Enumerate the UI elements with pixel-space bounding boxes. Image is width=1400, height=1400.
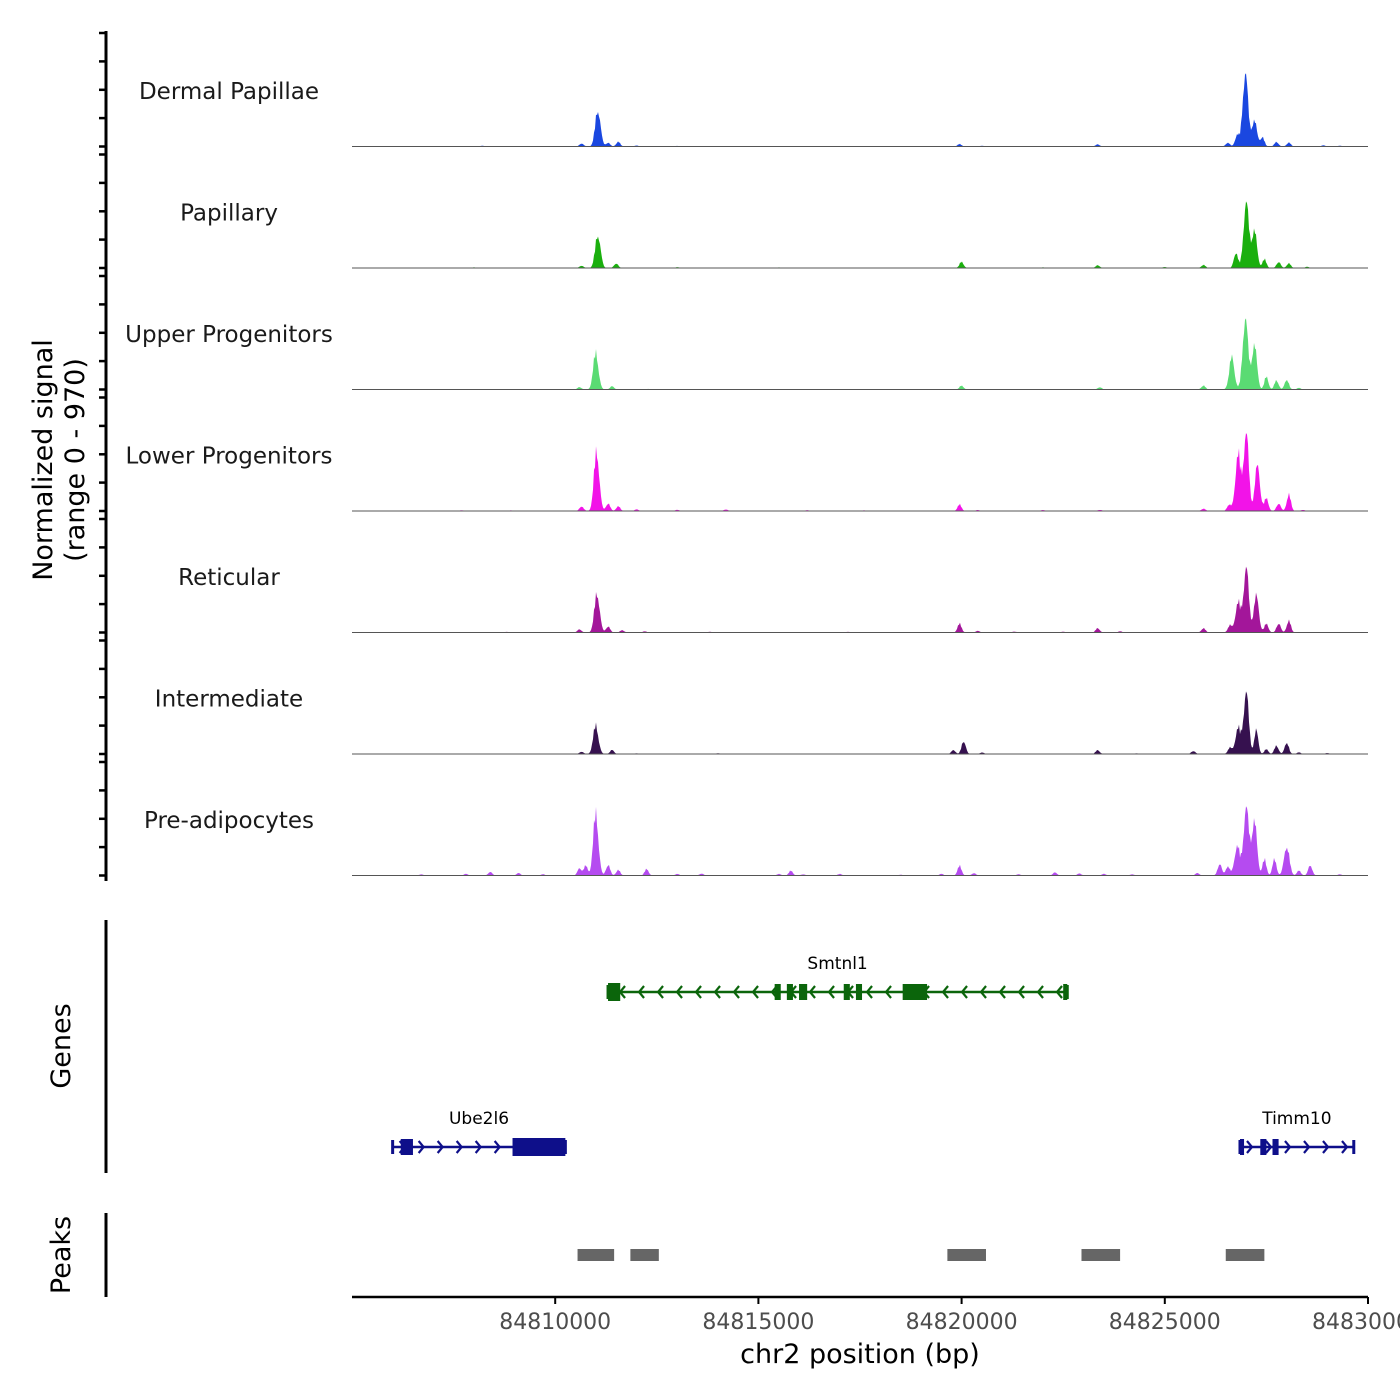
gene-exon (512, 1138, 566, 1156)
gene-exon (799, 984, 808, 1000)
gene-annotations: Smtnl1 Ube2l6 Timm10 (391, 954, 1356, 1156)
strand-chevron (694, 985, 702, 999)
track-label: Papillary (180, 201, 278, 227)
strand-chevron (1322, 1140, 1330, 1154)
gene-exon (843, 984, 850, 1000)
x-tick-label: 84815000 (702, 1310, 814, 1335)
strand-chevron (979, 985, 987, 999)
strand-chevron (1284, 1140, 1292, 1154)
x-axis-ticks: 84810000 84815000 84820000 84825000 84830000 (499, 1297, 1400, 1335)
coverage-area (352, 691, 1368, 754)
track-label: Pre-adipocytes (144, 808, 314, 834)
gene-exon (1239, 1139, 1245, 1155)
strand-chevron (675, 985, 683, 999)
track-label: Lower Progenitors (126, 444, 333, 470)
strand-chevron (637, 985, 645, 999)
gene-exon (902, 984, 928, 1000)
strand-chevron (751, 985, 759, 999)
y-axis-ticks (99, 31, 106, 877)
peak-region-bar (1225, 1249, 1265, 1261)
strand-chevron (732, 985, 740, 999)
strand-chevron (865, 985, 873, 999)
peak-regions (577, 1249, 1265, 1261)
gene-name-label: Smtnl1 (807, 954, 867, 974)
strand-chevron (808, 985, 816, 999)
x-tick-label: 84820000 (906, 1310, 1018, 1335)
x-tick-label: 84830000 (1312, 1310, 1400, 1335)
x-tick-label: 84810000 (499, 1310, 611, 1335)
gene-exon (608, 983, 621, 1001)
track-label: Upper Progenitors (125, 322, 333, 348)
strand-chevron (1341, 1140, 1349, 1154)
strand-chevron (884, 985, 892, 999)
gene-exon (1272, 1139, 1279, 1155)
gene-exon (855, 984, 863, 1000)
strand-chevron (1036, 985, 1044, 999)
strand-chevron (493, 1140, 502, 1154)
peak-region-bar (630, 1249, 659, 1261)
x-axis-label: chr2 position (bp) (740, 1339, 980, 1370)
track-label: Dermal Papillae (139, 79, 319, 105)
gene-exon (774, 984, 781, 1000)
gene-name-label: Timm10 (1261, 1109, 1331, 1129)
coverage-area (352, 566, 1368, 633)
gene-exon (1260, 1139, 1267, 1155)
strand-chevron (436, 1140, 445, 1154)
track-label: Intermediate (155, 687, 303, 713)
strand-chevron (1246, 1140, 1254, 1154)
strand-chevron (417, 1140, 426, 1154)
strand-chevron (656, 985, 664, 999)
strand-chevron (713, 985, 721, 999)
gene-exon (400, 1139, 413, 1155)
x-tick-label: 84825000 (1109, 1310, 1221, 1335)
coverage-area (352, 201, 1368, 268)
coverage-area (352, 806, 1368, 876)
strand-chevron (998, 985, 1006, 999)
coverage-area (352, 318, 1368, 390)
coverage-area (352, 433, 1368, 511)
peak-region-bar (947, 1249, 986, 1261)
peak-region-bar (1081, 1249, 1121, 1261)
strand-chevron (1017, 985, 1025, 999)
strand-chevron (941, 985, 949, 999)
gene-exon (786, 984, 793, 1000)
gene-exon (1063, 984, 1068, 1000)
track-label: Reticular (178, 565, 280, 591)
peak-region-bar (577, 1249, 615, 1261)
genes-panel-label: Genes (46, 1003, 77, 1088)
peaks-panel-label: Peaks (46, 1216, 77, 1294)
gene-name-label: Ube2l6 (449, 1109, 509, 1129)
strand-chevron (1055, 985, 1063, 999)
strand-chevron (474, 1140, 483, 1154)
strand-chevron (455, 1140, 464, 1154)
coverage-area (352, 73, 1368, 147)
strand-chevron (827, 985, 835, 999)
strand-chevron (960, 985, 968, 999)
strand-chevron (1265, 1140, 1273, 1154)
strand-chevron (1303, 1140, 1311, 1154)
y-axis-label-line1: Normalized signal (28, 339, 59, 581)
y-axis-label-line2: (range 0 - 970) (60, 358, 91, 562)
coverage-tracks: Dermal Papillae Papillary Upper Progenitor… (125, 73, 1368, 876)
